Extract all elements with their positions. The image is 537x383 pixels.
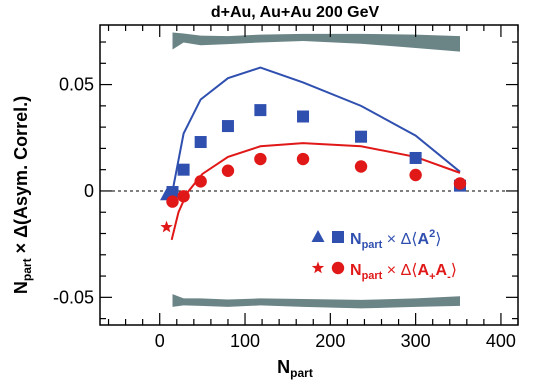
x-axis-title-sub: part: [290, 366, 313, 380]
x-tick-label: 300: [401, 331, 431, 351]
legend-a2-a: A: [418, 231, 430, 248]
legend-markers-a2: [311, 230, 344, 243]
curve-2: [167, 66, 461, 202]
x-tick-label: 200: [315, 331, 345, 351]
y-tick-label: 0: [84, 181, 94, 201]
systematic-band-bottom: [172, 294, 460, 309]
point-3-3: [221, 164, 235, 177]
legend-apam-a1: A: [418, 262, 430, 279]
x-tick-label: 100: [230, 331, 260, 351]
legend-apam-n: N: [350, 262, 362, 279]
point-3-4: [254, 152, 267, 166]
y-axis-title-sub: part: [20, 258, 34, 281]
point-3-5: [296, 152, 310, 166]
point-0-1: [177, 163, 190, 176]
point-3-2: [194, 175, 207, 188]
point-0-3: [221, 120, 234, 133]
legend-a2-n: N: [350, 231, 362, 248]
legend-apam-close: ⟩: [451, 262, 457, 279]
point-0-4: [254, 104, 267, 117]
point-0-2: [194, 136, 207, 149]
x-axis-title: Npart: [277, 357, 313, 380]
legend-a2-sup: 2: [429, 228, 435, 240]
curve-5: [170, 142, 461, 241]
y-axis-title-rest: × Δ(Asym. Correl.): [11, 96, 31, 258]
systematic-band-top: [172, 32, 460, 52]
y-tick-label: -0.05: [53, 287, 94, 307]
legend-label-a2: Npart × Δ⟨A2⟩: [350, 228, 441, 251]
legend: Npart × Δ⟨A2⟩ Npart × Δ⟨A+A-⟩: [311, 228, 457, 283]
axis-ticks: [100, 25, 519, 325]
x-tick-label: 400: [486, 331, 516, 351]
systematic-bands: [172, 32, 460, 309]
legend-markers-apam: [311, 261, 345, 275]
data-markers: [160, 104, 467, 233]
model-curves: [167, 66, 461, 241]
legend-marker-triangle: [311, 230, 325, 242]
y-axis-title: Npart × Δ(Asym. Correl.): [11, 96, 34, 294]
plot-frame: [99, 24, 519, 326]
point-0-5: [297, 110, 310, 123]
axis-tick-labels: 0 100 200 300 400 -0.05 0 0.05: [53, 75, 516, 351]
point-3-1: [177, 190, 190, 203]
x-axis-title-main: N: [277, 357, 290, 377]
legend-marker-circle: [331, 261, 345, 275]
point-3-8: [453, 177, 467, 190]
point-3-0: [166, 195, 179, 208]
legend-entry-apam: Npart × Δ⟨A+A-⟩: [311, 261, 457, 283]
y-tick-label: 0.05: [59, 75, 94, 95]
point-3-7: [409, 168, 422, 182]
legend-entry-a2: Npart × Δ⟨A2⟩: [311, 228, 441, 251]
point-0-7: [409, 151, 422, 164]
legend-apam-sub: part: [362, 270, 383, 282]
legend-a2-close: ⟩: [435, 231, 441, 248]
point-0-6: [355, 130, 368, 143]
legend-label-apam: Npart × Δ⟨A+A-⟩: [350, 262, 457, 283]
legend-apam-sub2: -: [447, 271, 451, 283]
chart-title: d+Au, Au+Au 200 GeV: [211, 4, 380, 21]
legend-a2-sub: part: [362, 239, 383, 251]
x-tick-label: 0: [155, 331, 165, 351]
legend-marker-square: [332, 231, 344, 243]
legend-a2-op: × Δ⟨: [382, 231, 417, 248]
point-3-6: [354, 160, 368, 173]
y-axis-title-n: N: [11, 281, 31, 294]
legend-apam-op: × Δ⟨: [382, 262, 417, 279]
legend-apam-a2: A: [436, 262, 448, 279]
point-4-0: [160, 220, 173, 233]
legend-apam-sub1: +: [429, 271, 435, 283]
legend-marker-star: [311, 261, 325, 274]
